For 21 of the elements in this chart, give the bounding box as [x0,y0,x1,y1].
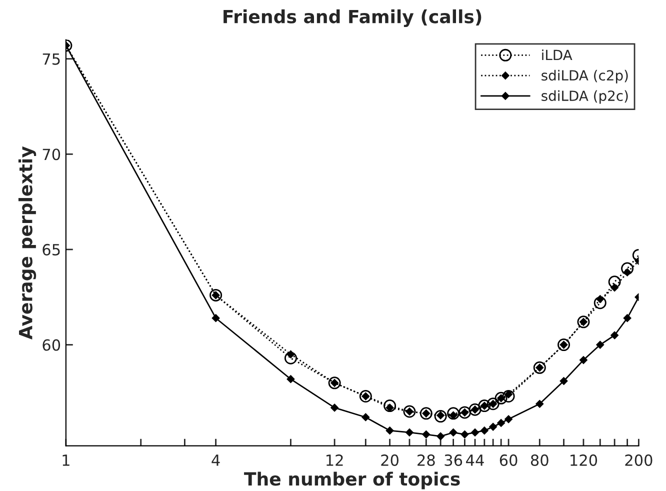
legend-label: iLDA [542,49,572,60]
x-axis-title: The number of topics [244,472,460,490]
x-tick-label: 12 [326,454,343,466]
y-tick-label: 60 [42,339,60,351]
x-tick-label: 120 [570,454,598,466]
x-tick-label: 20 [381,454,398,466]
y-tick-label: 65 [42,244,60,256]
legend-label: sdiLDA (p2c) [542,90,628,104]
x-tick-label: 4 [212,454,220,466]
x-tick-label: 80 [530,454,548,466]
x-tick-label: 200 [625,454,652,466]
y-axis-title: Average perplextiy [18,146,36,340]
y-tick-label: 70 [42,148,60,160]
x-tick-label: 28 [418,454,435,466]
x-tick-label: 36 [444,454,462,466]
y-tick-label: 75 [42,54,60,65]
chart-title: Friends and Family (calls) [224,9,482,27]
legend-label: sdiLDA (c2p) [542,70,628,84]
x-tick-label: 44 [466,454,484,466]
x-tick-label: 1 [62,454,70,466]
x-tick-label: 60 [500,454,518,466]
